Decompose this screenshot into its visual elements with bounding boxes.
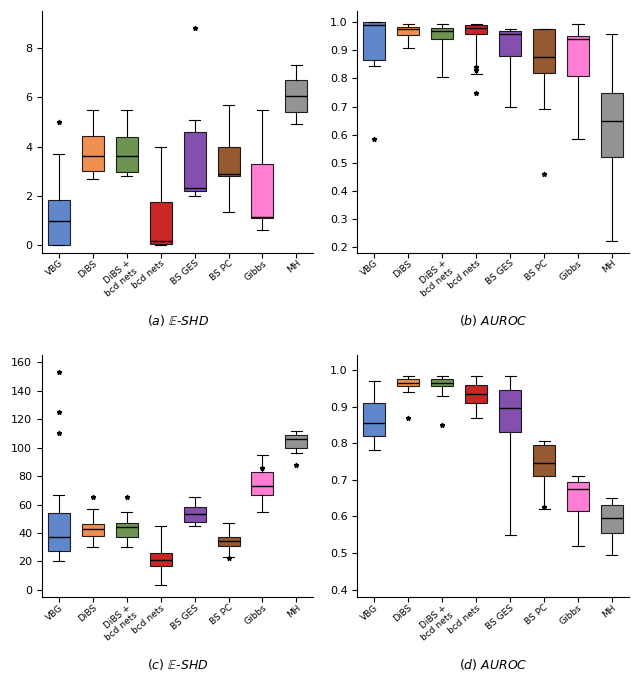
PathPatch shape (150, 553, 172, 566)
PathPatch shape (285, 80, 307, 112)
PathPatch shape (48, 513, 70, 551)
PathPatch shape (465, 385, 487, 403)
X-axis label: $(b)$ AUROC: $(b)$ AUROC (459, 313, 527, 328)
PathPatch shape (252, 472, 273, 494)
PathPatch shape (82, 135, 104, 171)
X-axis label: $(c)$ $\mathbb{E}$-SHD: $(c)$ $\mathbb{E}$-SHD (147, 657, 209, 672)
PathPatch shape (533, 445, 555, 476)
PathPatch shape (431, 28, 453, 39)
PathPatch shape (397, 27, 419, 35)
X-axis label: $(a)$ $\mathbb{E}$-SHD: $(a)$ $\mathbb{E}$-SHD (147, 313, 209, 328)
PathPatch shape (116, 137, 138, 173)
PathPatch shape (364, 23, 385, 60)
PathPatch shape (48, 199, 70, 245)
PathPatch shape (431, 379, 453, 387)
PathPatch shape (499, 390, 521, 432)
PathPatch shape (285, 435, 307, 447)
PathPatch shape (533, 29, 555, 73)
PathPatch shape (601, 505, 623, 533)
PathPatch shape (116, 523, 138, 537)
PathPatch shape (567, 482, 589, 511)
PathPatch shape (567, 36, 589, 76)
X-axis label: $(d)$ AUROC: $(d)$ AUROC (459, 657, 527, 672)
PathPatch shape (601, 92, 623, 157)
PathPatch shape (184, 132, 205, 191)
PathPatch shape (465, 25, 487, 33)
PathPatch shape (218, 537, 239, 546)
PathPatch shape (499, 31, 521, 56)
PathPatch shape (252, 164, 273, 218)
PathPatch shape (397, 379, 419, 387)
PathPatch shape (218, 147, 239, 176)
PathPatch shape (184, 507, 205, 522)
PathPatch shape (82, 525, 104, 535)
PathPatch shape (150, 202, 172, 244)
PathPatch shape (364, 403, 385, 436)
